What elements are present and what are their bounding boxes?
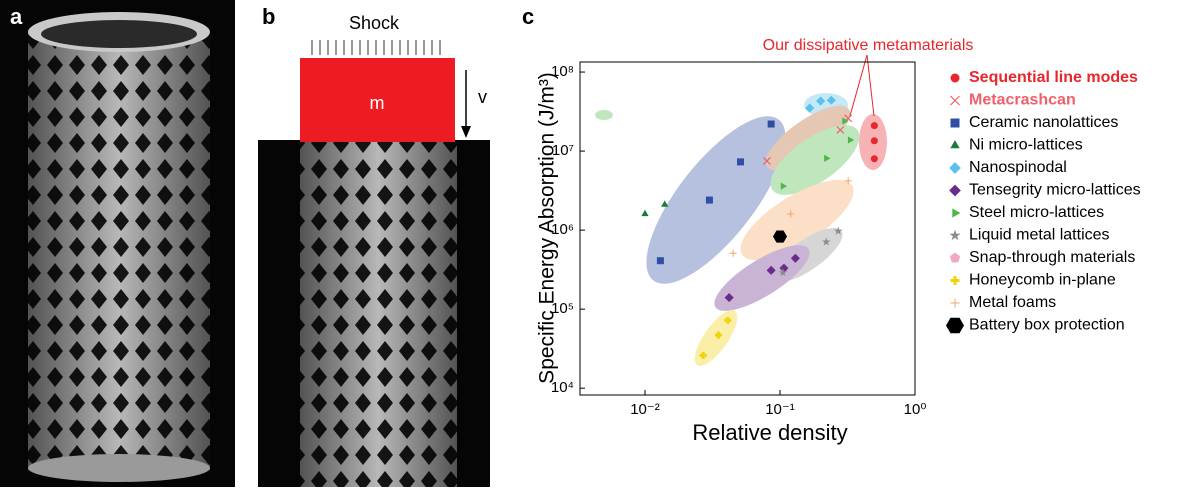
x-tick-label: 10⁰	[904, 401, 927, 418]
legend-label: Metacrashcan	[969, 92, 1076, 109]
marker	[787, 210, 795, 218]
panel-label: b	[262, 4, 275, 29]
marker	[641, 209, 649, 217]
legend-label: Tensegrity micro-lattices	[969, 182, 1141, 199]
photo-b	[258, 40, 490, 487]
marker	[661, 200, 669, 207]
marker	[737, 158, 745, 166]
marker	[824, 154, 831, 162]
y-tick-label: 10⁵	[551, 300, 574, 317]
legend-label: Honeycomb in-plane	[969, 272, 1116, 289]
marker	[805, 103, 815, 113]
legend-marker	[949, 184, 961, 197]
marker	[724, 316, 732, 324]
y-axis-label: Specific Energy Absorption (J/m³)	[536, 72, 559, 384]
panel-label: c	[522, 4, 534, 29]
marker	[816, 96, 826, 106]
marker	[729, 249, 737, 257]
marker	[656, 257, 664, 265]
marker	[724, 293, 734, 303]
photo-a	[0, 0, 235, 487]
marker	[780, 182, 788, 190]
y-tick-label: 10⁸	[551, 63, 574, 80]
y-tick-label: 10⁷	[552, 142, 574, 159]
marker	[767, 120, 775, 128]
legend-marker	[950, 140, 960, 149]
panel-label: a	[10, 4, 23, 29]
legend-label: Sequential line modes	[969, 69, 1138, 86]
marker	[842, 117, 849, 125]
velocity-label: v	[478, 87, 487, 107]
marker	[773, 230, 788, 243]
marker	[705, 196, 713, 204]
x-tick-label: 10⁻²	[630, 401, 660, 418]
marker	[847, 136, 855, 144]
legend-label: Ceramic nanolattices	[969, 114, 1118, 131]
marker	[714, 331, 722, 339]
y-tick-label: 10⁴	[551, 379, 574, 396]
marker	[870, 155, 878, 163]
y-tick-label: 10⁶	[551, 221, 574, 238]
marker	[821, 237, 831, 246]
regions	[595, 93, 887, 366]
legend-label: Ni micro-lattices	[969, 137, 1083, 154]
legend-marker	[950, 73, 960, 83]
marker	[762, 157, 771, 165]
annotation: Our dissipative metamaterials	[763, 37, 974, 54]
legend-marker	[950, 276, 960, 285]
legend-label: Steel micro-lattices	[969, 204, 1104, 221]
legend-marker	[949, 252, 961, 263]
marker	[870, 122, 878, 130]
legend-marker	[952, 208, 961, 218]
legend-marker	[949, 229, 961, 241]
x-axis-label: Relative density	[692, 420, 847, 445]
legend-marker	[949, 162, 961, 174]
legend-label: Nanospinodal	[969, 159, 1067, 176]
marker	[699, 351, 707, 359]
legend-marker	[946, 317, 964, 334]
annotation-leaders	[849, 54, 875, 117]
marker	[870, 137, 878, 145]
marker	[779, 263, 789, 273]
legend-label: Metal foams	[969, 294, 1056, 311]
plot-frame	[579, 61, 916, 396]
marker	[836, 126, 845, 134]
legend-marker	[950, 118, 960, 128]
marker	[778, 268, 788, 277]
marker	[844, 177, 852, 185]
marker	[766, 265, 776, 275]
legend-marker	[950, 298, 960, 308]
legend-label: Snap-through materials	[969, 249, 1135, 266]
shock-label: Shock	[349, 13, 400, 33]
marker	[790, 253, 800, 263]
mass-label: m	[370, 93, 385, 113]
legend-label: Liquid metal lattices	[969, 227, 1110, 244]
x-tick-label: 10⁻¹	[765, 401, 795, 418]
legend-label: Battery box protection	[969, 317, 1125, 334]
marker	[826, 95, 836, 105]
legend-marker	[950, 95, 960, 106]
marker	[833, 226, 843, 235]
